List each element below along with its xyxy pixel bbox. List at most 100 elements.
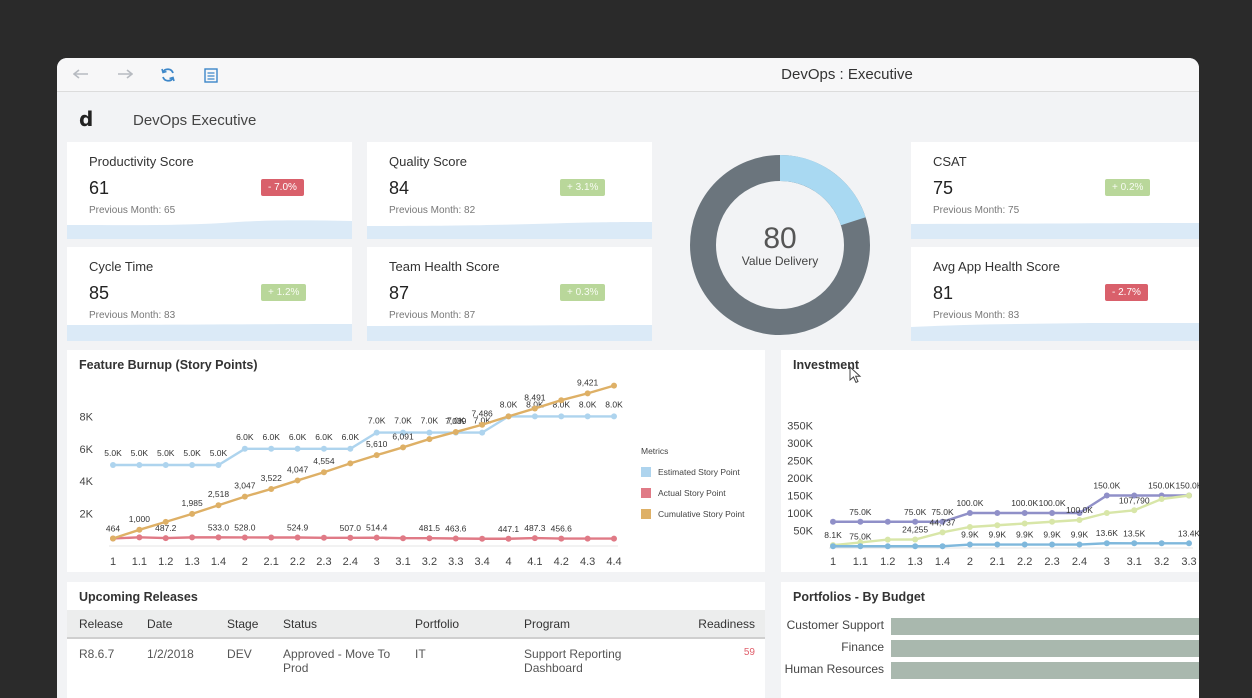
x-tick-label: 1.1 [853, 556, 868, 568]
data-point [215, 502, 222, 509]
kpi-card-quality[interactable]: Quality Score 84 + 3.1% Previous Month: … [367, 142, 652, 239]
data-point [215, 462, 222, 468]
data-label: 8.0K [605, 399, 623, 409]
budget-bar-row[interactable]: Finance [781, 640, 1199, 657]
col-date[interactable]: Date [135, 610, 216, 639]
data-label: 75.0K [849, 507, 872, 517]
series-line-1 [112, 536, 614, 540]
x-tick-label: 1.1 [132, 556, 147, 568]
data-label: 75.0K [931, 507, 954, 517]
undo-icon[interactable] [71, 65, 91, 85]
data-point [531, 405, 538, 412]
data-label: 75.0K [904, 507, 927, 517]
data-label: 100.0K [956, 498, 983, 508]
kpi-card-csat[interactable]: CSAT 75 + 0.2% Previous Month: 75 [911, 142, 1199, 239]
data-point [479, 421, 486, 428]
data-label: 6.0K [342, 432, 360, 442]
cell-status: Approved - Move To Prod [283, 647, 391, 675]
data-point [966, 541, 973, 548]
data-label: 4,554 [313, 456, 335, 466]
col-readiness[interactable]: Readiness [662, 610, 765, 639]
data-label: 75.0K [849, 531, 872, 541]
panel-title: Upcoming Releases [79, 590, 198, 604]
data-point [347, 445, 354, 452]
data-label: 6,091 [392, 431, 414, 441]
data-point [294, 445, 301, 452]
data-point [1103, 492, 1110, 499]
data-point [373, 429, 380, 436]
data-label: 6.0K [262, 432, 280, 442]
kpi-title: Team Health Score [389, 259, 500, 274]
x-tick-label: 2.3 [316, 556, 331, 568]
budget-bar-row[interactable]: Customer Support [781, 618, 1199, 635]
data-label: 463.6 [445, 523, 467, 533]
budget-bar-chart: Customer Support Finance Human Resources [781, 618, 1199, 698]
col-stage[interactable]: Stage [215, 610, 272, 639]
x-tick-label: 3.2 [422, 556, 437, 568]
kpi-previous: Previous Month: 82 [389, 205, 476, 216]
kpi-sparkline [367, 325, 652, 341]
refresh-icon[interactable] [158, 65, 178, 85]
data-point [320, 445, 327, 452]
budget-bar-row[interactable]: Human Resources [781, 662, 1199, 679]
budget-bar-label: Customer Support [786, 618, 884, 632]
kpi-card-team-health[interactable]: Team Health Score 87 + 0.3% Previous Mon… [367, 247, 652, 341]
col-program[interactable]: Program [512, 610, 663, 639]
page-title: DevOps Executive [133, 112, 257, 129]
kpi-delta-badge: + 0.2% [1105, 179, 1151, 196]
data-point [1076, 510, 1083, 516]
app-logo[interactable]: d [79, 107, 94, 131]
col-portfolio[interactable]: Portfolio [403, 610, 513, 639]
data-point [400, 535, 407, 542]
data-point [966, 510, 973, 516]
data-label: 13.5K [1123, 528, 1146, 538]
data-point [373, 452, 380, 459]
data-label: 8.1K [824, 530, 842, 540]
kpi-title: Cycle Time [89, 259, 154, 274]
redo-icon[interactable] [115, 65, 135, 85]
data-point [1076, 517, 1083, 523]
data-point [1158, 496, 1165, 502]
value-delivery-donut[interactable]: 80 Value Delivery [687, 152, 873, 338]
data-point [1103, 510, 1110, 516]
data-label: 150.0K [1176, 481, 1199, 491]
data-label: 8.0K [500, 399, 518, 409]
cell-stage: DEV [227, 647, 252, 661]
data-point [320, 469, 327, 476]
burnup-chart: 2K 4K 6K 8K 1 1.1 1.2 1.3 1.4 2 2.1 2.2 2.3 2.4 3 3.1 3.… [80, 377, 746, 568]
data-point [452, 428, 459, 435]
data-point [939, 518, 946, 525]
data-point [884, 536, 891, 543]
kpi-card-productivity[interactable]: Productivity Score 61 - 7.0% Previous Mo… [67, 142, 352, 239]
data-point [136, 534, 143, 541]
data-point [884, 518, 891, 525]
data-label: 13.4K [1178, 528, 1199, 538]
y-tick-label: 250K [787, 456, 813, 468]
data-label: 13.6K [1096, 528, 1119, 538]
kpi-card-cycle-time[interactable]: Cycle Time 85 + 1.2% Previous Month: 83 [67, 247, 352, 341]
x-tick-label: 3.1 [395, 556, 410, 568]
x-tick-label: 1.4 [935, 556, 950, 568]
window-toolbar: DevOps : Executive [57, 58, 1199, 92]
data-point [857, 518, 864, 525]
donut-value: 80 [763, 222, 797, 255]
data-point [162, 535, 169, 542]
x-tick-label: 2.1 [264, 556, 279, 568]
col-status[interactable]: Status [271, 610, 404, 639]
data-point [584, 390, 591, 397]
x-tick-label: 4 [505, 556, 511, 568]
document-icon[interactable] [201, 65, 221, 85]
data-point [189, 534, 196, 541]
kpi-card-app-health[interactable]: Avg App Health Score 81 - 2.7% Previous … [911, 247, 1199, 341]
col-release[interactable]: Release [67, 610, 136, 639]
releases-table: Release Date Stage Status Portfolio Prog… [67, 610, 765, 683]
data-label: 514.4 [366, 523, 388, 533]
data-point [400, 429, 407, 436]
table-row[interactable]: R8.6.7 1/2/2018 DEV Approved - Move To P… [67, 638, 765, 683]
data-label: 6.0K [236, 432, 254, 442]
upcoming-releases-panel: Upcoming Releases Release Date Stage Sta… [67, 582, 765, 698]
data-point [347, 460, 354, 467]
data-point [110, 462, 116, 468]
portfolios-budget-panel: Portfolios - By Budget Customer Support F… [781, 582, 1199, 698]
table-header-row: Release Date Stage Status Portfolio Prog… [67, 610, 765, 639]
